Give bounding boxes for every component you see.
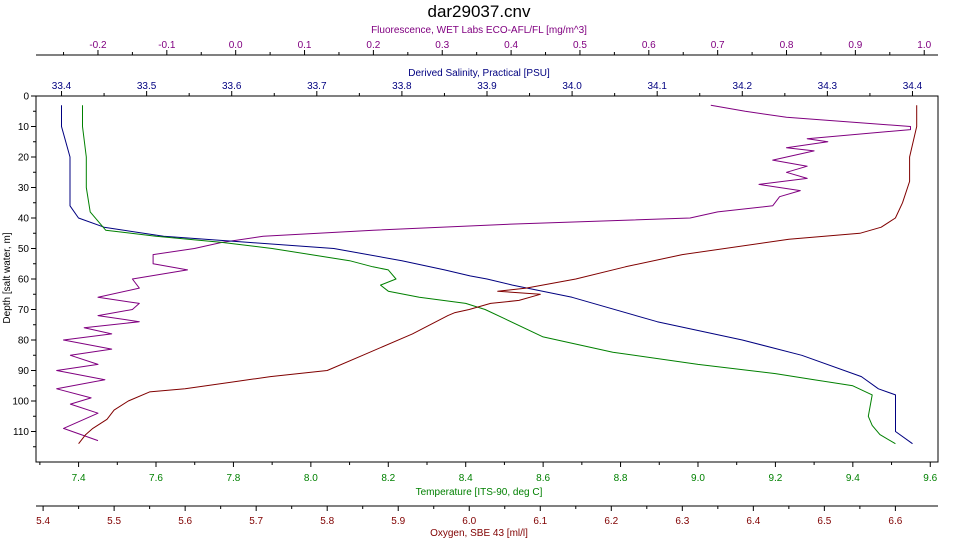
oxygen-tick-label: 6.3 <box>675 516 689 527</box>
fluorescence-tick-label: -0.2 <box>89 40 107 51</box>
salinity-tick-label: 33.9 <box>477 81 497 92</box>
depth-tick-label: 20 <box>18 153 30 164</box>
depth-tick-label: 90 <box>18 366 30 377</box>
temperature-tick-label: 9.4 <box>846 473 860 484</box>
depth-tick-label: 80 <box>18 336 30 347</box>
depth-tick-label: 10 <box>18 122 30 133</box>
temperature-tick-label: 7.4 <box>72 473 86 484</box>
salinity-profile-line <box>61 105 913 445</box>
oxygen-tick-label: 6.4 <box>746 516 760 527</box>
temperature-tick-label: 7.6 <box>149 473 163 484</box>
fluorescence-tick-label: 0.8 <box>780 40 794 51</box>
fluorescence-tick-label: 0.9 <box>848 40 862 51</box>
fluorescence-tick-label: 0.6 <box>642 40 656 51</box>
oxygen-tick-label: 5.5 <box>107 516 121 527</box>
oxygen-tick-label: 6.6 <box>888 516 902 527</box>
oxygen-tick-label: 6.1 <box>533 516 547 527</box>
salinity-axis-title: Derived Salinity, Practical [PSU] <box>408 68 550 79</box>
depth-tick-label: 40 <box>18 214 30 225</box>
salinity-tick-label: 34.2 <box>733 81 753 92</box>
fluorescence-tick-label: 0.4 <box>504 40 518 51</box>
oxygen-tick-label: 6.0 <box>462 516 476 527</box>
fluorescence-tick-label: 1.0 <box>917 40 931 51</box>
fluorescence-axis-title: Fluorescence, WET Labs ECO-AFL/FL [mg/m^… <box>371 25 587 36</box>
salinity-tick-label: 33.4 <box>52 81 72 92</box>
temperature-tick-label: 7.8 <box>226 473 240 484</box>
salinity-tick-label: 33.8 <box>392 81 412 92</box>
series-layer <box>56 104 918 445</box>
oxygen-profile-line <box>78 105 918 445</box>
temperature-axis-title: Temperature [ITS-90, deg C] <box>416 487 543 498</box>
oxygen-tick-label: 5.8 <box>320 516 334 527</box>
oxygen-tick-label: 5.4 <box>36 516 50 527</box>
fluorescence-tick-label: 0.3 <box>435 40 449 51</box>
temperature-tick-label: 9.2 <box>768 473 782 484</box>
temperature-tick-label: 8.0 <box>304 473 318 484</box>
salinity-tick-label: 34.1 <box>647 81 667 92</box>
fluorescence-tick-label: 0.2 <box>366 40 380 51</box>
fluorescence-tick-label: 0.1 <box>298 40 312 51</box>
depth-tick-label: 30 <box>18 183 30 194</box>
depth-tick-label: 70 <box>18 305 30 316</box>
salinity-tick-label: 34.3 <box>818 81 838 92</box>
oxygen-tick-label: 5.6 <box>178 516 192 527</box>
chart-title: dar29037.cnv <box>427 2 531 21</box>
oxygen-tick-label: 6.5 <box>817 516 831 527</box>
temperature-tick-label: 8.8 <box>614 473 628 484</box>
salinity-tick-label: 34.0 <box>562 81 582 92</box>
oxygen-axis-title: Oxygen, SBE 43 [ml/l] <box>430 528 528 539</box>
fluorescence-tick-label: -0.1 <box>158 40 176 51</box>
salinity-tick-label: 33.6 <box>222 81 242 92</box>
fluorescence-tick-label: 0.0 <box>229 40 243 51</box>
fluorescence-tick-label: 0.7 <box>711 40 725 51</box>
oxygen-tick-label: 5.9 <box>391 516 405 527</box>
salinity-tick-label: 33.7 <box>307 81 327 92</box>
oxygen-tick-label: 6.2 <box>604 516 618 527</box>
depth-tick-label: 50 <box>18 244 30 255</box>
depth-tick-label: 60 <box>18 275 30 286</box>
depth-axis-title: Depth [salt water, m] <box>2 232 13 323</box>
axes-layer: -0.2 -0.1 0.0 0.1 0.2 0.3 0.4 0.5 0.6 0.7 0.8 0.9 1.… <box>12 40 938 527</box>
temperature-tick-label: 8.4 <box>459 473 473 484</box>
temperature-tick-label: 9.0 <box>691 473 705 484</box>
depth-tick-label: 100 <box>12 397 29 408</box>
oxygen-tick-label: 5.7 <box>249 516 263 527</box>
temperature-tick-label: 8.2 <box>381 473 395 484</box>
temperature-tick-label: 8.6 <box>536 473 550 484</box>
fluorescence-profile-line <box>56 104 911 442</box>
temperature-tick-label: 9.6 <box>923 473 937 484</box>
depth-tick-label: 0 <box>23 92 29 103</box>
temperature-profile-line <box>82 105 896 445</box>
salinity-tick-label: 34.4 <box>903 81 923 92</box>
salinity-tick-label: 33.5 <box>137 81 157 92</box>
depth-tick-label: 110 <box>13 427 29 438</box>
fluorescence-tick-label: 0.5 <box>573 40 587 51</box>
